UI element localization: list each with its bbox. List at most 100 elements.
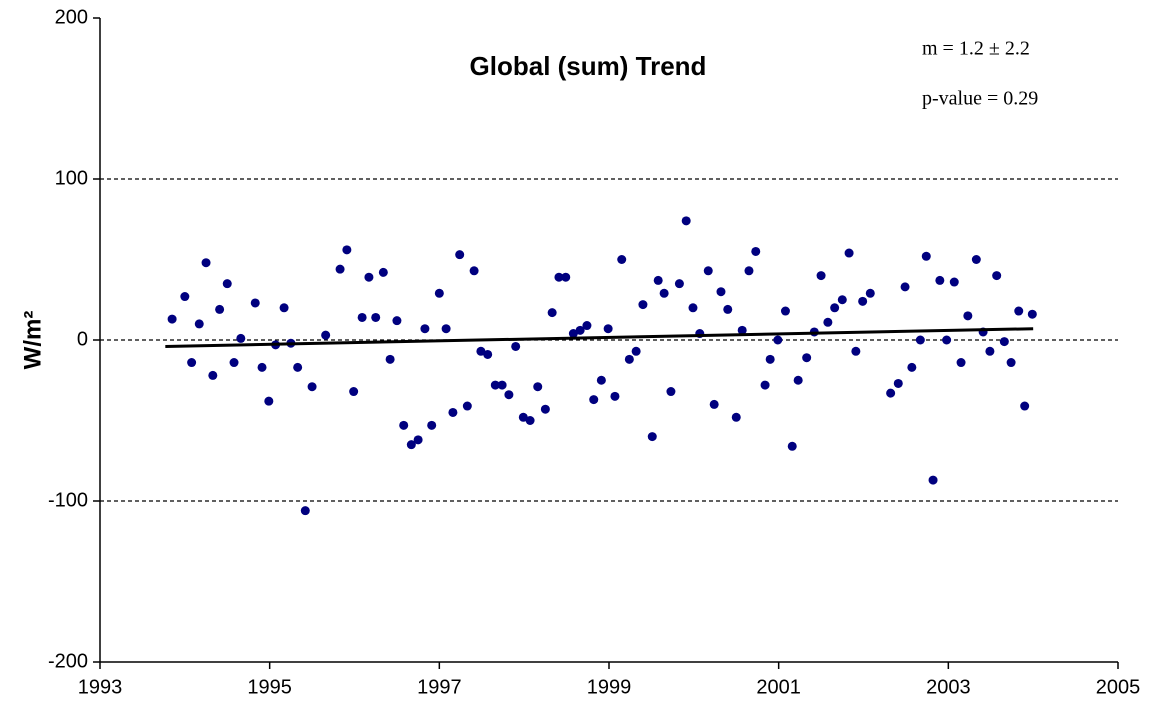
- point: [858, 296, 868, 306]
- x-tick-label: 2005: [1096, 676, 1141, 698]
- point: [865, 288, 875, 298]
- point: [357, 312, 367, 322]
- point: [364, 272, 374, 282]
- point: [674, 279, 684, 289]
- point: [610, 391, 620, 401]
- point: [518, 412, 528, 422]
- point: [666, 387, 676, 397]
- point: [681, 216, 691, 226]
- point: [802, 353, 812, 363]
- point: [1020, 401, 1030, 411]
- y-tick-label: -100: [48, 489, 88, 511]
- point: [992, 271, 1002, 281]
- point: [617, 255, 627, 264]
- point: [180, 292, 190, 302]
- point: [321, 330, 331, 340]
- point: [497, 380, 507, 390]
- y-tick-label: 0: [77, 328, 88, 350]
- point: [568, 329, 578, 339]
- point: [773, 335, 783, 345]
- point: [915, 335, 925, 345]
- point: [737, 325, 747, 335]
- point: [293, 362, 303, 372]
- point: [793, 375, 803, 385]
- point: [653, 275, 663, 285]
- point: [201, 258, 211, 268]
- point: [631, 346, 641, 356]
- point: [413, 435, 423, 445]
- point: [371, 312, 381, 322]
- point: [780, 306, 790, 316]
- point: [392, 316, 402, 326]
- x-tick-label: 1999: [587, 676, 632, 698]
- point: [851, 346, 861, 356]
- point: [751, 246, 761, 256]
- point: [476, 346, 486, 356]
- point: [342, 245, 352, 255]
- x-tick-label: 1997: [417, 676, 462, 698]
- point: [434, 288, 444, 298]
- trend-line: [165, 327, 1034, 348]
- point: [703, 266, 713, 276]
- point: [830, 303, 840, 313]
- point: [469, 266, 479, 276]
- point: [229, 358, 239, 368]
- point: [194, 319, 204, 329]
- y-tick-label: -200: [48, 650, 88, 672]
- point: [279, 303, 289, 313]
- point: [949, 277, 959, 287]
- point: [1027, 309, 1037, 319]
- point: [787, 441, 797, 451]
- y-axis-label: W/m²: [19, 311, 46, 370]
- x-tick-label: 1995: [247, 676, 292, 698]
- point: [335, 264, 345, 274]
- x-tick-label: 2001: [756, 676, 801, 698]
- point: [406, 440, 416, 450]
- point: [490, 380, 500, 390]
- point: [844, 248, 854, 258]
- point: [723, 304, 733, 314]
- point: [222, 279, 232, 289]
- point: [448, 407, 458, 417]
- point: [300, 506, 310, 516]
- point: [525, 416, 535, 425]
- point: [731, 412, 741, 422]
- point: [647, 432, 657, 442]
- point: [582, 321, 592, 331]
- point: [659, 288, 669, 298]
- point: [603, 324, 613, 334]
- point: [638, 300, 648, 310]
- point: [511, 341, 521, 351]
- chart-title: Global (sum) Trend: [470, 51, 707, 81]
- point: [427, 420, 437, 430]
- point: [455, 250, 465, 260]
- point: [900, 282, 910, 292]
- point: [956, 358, 966, 368]
- point: [208, 370, 218, 380]
- point: [399, 420, 409, 430]
- point: [985, 346, 995, 356]
- point: [504, 390, 514, 400]
- point: [886, 388, 896, 398]
- point: [999, 337, 1009, 347]
- point: [575, 325, 585, 335]
- point: [935, 275, 945, 285]
- point: [1014, 306, 1024, 316]
- x-tick-label: 2003: [926, 676, 971, 698]
- point: [385, 354, 395, 364]
- point: [554, 272, 564, 282]
- point: [250, 298, 260, 308]
- point: [441, 324, 451, 334]
- point: [215, 304, 225, 314]
- point: [942, 335, 952, 345]
- point: [921, 251, 931, 261]
- point: [307, 382, 317, 392]
- point: [760, 380, 770, 390]
- point: [744, 266, 754, 276]
- point: [349, 387, 359, 397]
- point: [1006, 358, 1016, 368]
- point: [963, 311, 973, 321]
- y-tick-label: 100: [55, 167, 88, 189]
